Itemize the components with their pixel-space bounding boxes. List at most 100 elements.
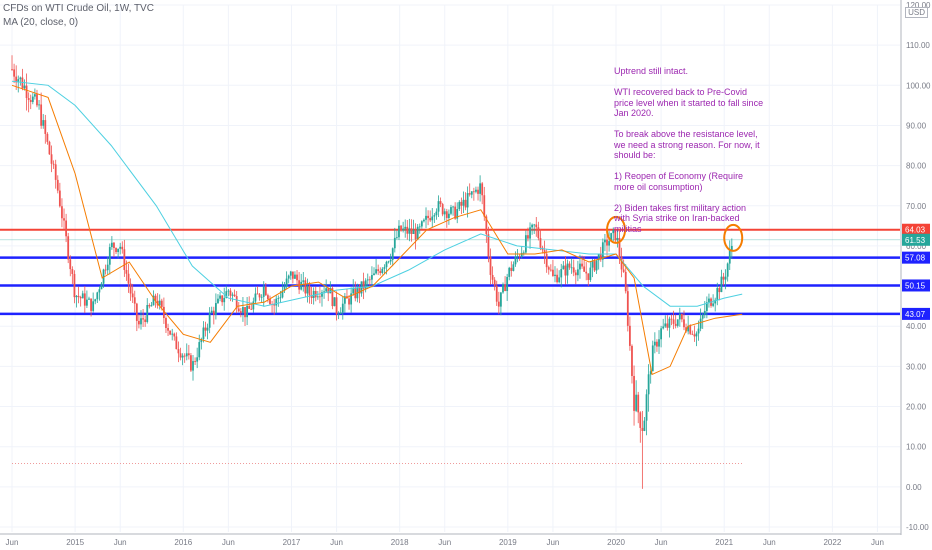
candle-body xyxy=(306,285,309,294)
y-tick-label: 100.00 xyxy=(906,81,931,90)
candle-body xyxy=(254,293,257,302)
candle-body xyxy=(214,303,217,315)
candle-body xyxy=(144,319,147,322)
candle-body xyxy=(165,318,167,328)
candle-body xyxy=(296,274,298,281)
candle-body xyxy=(258,294,261,298)
time-axis[interactable]: Jun 2015 Jun 2016 Jun 2017 Jun 2018 Jun 2019 Jun 20… xyxy=(0,533,901,547)
candle-body xyxy=(502,284,504,293)
candle-body xyxy=(693,334,696,337)
candle-body xyxy=(477,189,479,194)
candle-body xyxy=(281,290,284,298)
candle-body xyxy=(639,412,642,428)
candle-body xyxy=(375,269,377,274)
candle-body xyxy=(319,296,321,298)
candle-body xyxy=(267,295,269,300)
candle-body xyxy=(36,94,38,106)
candle-body xyxy=(447,213,450,218)
candle-body xyxy=(443,211,446,215)
candle-body xyxy=(200,339,203,343)
candle-body xyxy=(454,206,457,219)
candle-body xyxy=(302,280,305,282)
candle-body xyxy=(233,294,236,297)
candle-body xyxy=(637,394,640,413)
candle-body xyxy=(645,394,648,421)
candle-body xyxy=(273,304,276,306)
x-tick-label: Jun xyxy=(546,538,559,547)
candle-body xyxy=(325,288,328,292)
candle-body xyxy=(135,303,138,321)
candle-body xyxy=(227,290,230,292)
candle-body xyxy=(366,279,369,281)
candle-body xyxy=(554,274,556,276)
annotation-line: 2) Biden takes first military action wit… xyxy=(614,202,747,234)
candle-body xyxy=(720,276,723,293)
candle-body xyxy=(674,323,677,326)
candle-body xyxy=(730,245,733,251)
candle-body xyxy=(86,299,88,306)
candle-body xyxy=(285,278,288,287)
candle-body xyxy=(27,98,30,101)
level-tag xyxy=(902,223,930,236)
candle-body xyxy=(591,261,594,268)
candle-body xyxy=(581,263,583,267)
x-tick-label: Jun xyxy=(114,538,127,547)
candle-body xyxy=(231,294,234,296)
candle-body xyxy=(308,285,311,296)
candle-body xyxy=(585,271,588,274)
candle-body xyxy=(456,209,459,219)
candle-body xyxy=(383,267,386,269)
candle-body xyxy=(50,154,53,164)
candle-body xyxy=(656,341,658,347)
candle-body xyxy=(724,276,727,280)
candle-body xyxy=(217,298,219,304)
candle-body xyxy=(246,305,249,318)
y-tick-label: 40.00 xyxy=(906,322,927,331)
candle-body xyxy=(179,353,182,358)
candle-body xyxy=(398,225,400,238)
y-tick-label: 20.00 xyxy=(906,403,927,412)
candle-body xyxy=(676,319,679,326)
candle-body xyxy=(33,94,36,97)
candle-body xyxy=(529,227,531,239)
candle-body xyxy=(622,269,625,272)
x-tick-label: Jun xyxy=(330,538,343,547)
candle-body xyxy=(154,295,157,301)
candle-body xyxy=(626,291,629,326)
candle-body xyxy=(83,293,86,306)
candle-body xyxy=(235,296,238,309)
candle-body xyxy=(664,323,667,327)
candle-body xyxy=(595,260,598,271)
candle-body xyxy=(40,104,43,126)
candle-body xyxy=(552,269,554,276)
candle-body xyxy=(445,211,448,218)
candle-body xyxy=(81,293,84,299)
candle-body xyxy=(196,357,199,362)
candle-body xyxy=(604,239,606,243)
candle-body xyxy=(395,237,398,239)
candle-body xyxy=(568,263,571,268)
candle-body xyxy=(352,288,355,294)
candle-body xyxy=(606,239,608,246)
currency-badge[interactable]: USD xyxy=(905,7,928,18)
candle-body xyxy=(279,297,282,299)
candle-body xyxy=(239,311,242,313)
candle-body xyxy=(402,228,405,231)
candle-body xyxy=(522,252,525,254)
price-axis[interactable]: 120.00 110.00 100.00 90.00 80.00 70.00 60.00 50… xyxy=(900,0,931,535)
candle-body xyxy=(335,297,338,315)
candle-body xyxy=(69,259,72,270)
horizontal-levels xyxy=(0,228,900,465)
candle-body xyxy=(587,273,590,280)
candle-body xyxy=(618,237,621,257)
candle-body xyxy=(198,342,201,358)
candle-body xyxy=(714,299,717,304)
candle-body xyxy=(691,333,694,335)
candle-body xyxy=(75,295,78,298)
candle-body xyxy=(242,307,244,313)
candle-body xyxy=(277,298,280,299)
candle-body xyxy=(175,336,178,350)
candle-body xyxy=(514,256,517,265)
candle-body xyxy=(150,305,153,307)
